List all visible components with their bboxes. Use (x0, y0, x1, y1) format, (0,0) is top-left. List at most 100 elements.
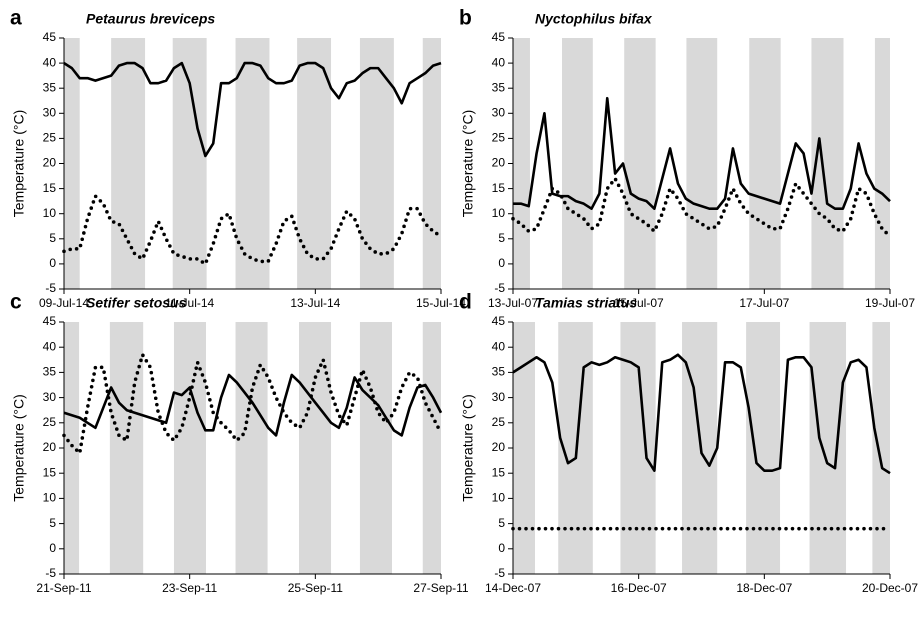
y-tick-label: 40 (43, 339, 57, 353)
x-tick-label: 23-Sep-11 (162, 581, 217, 595)
y-tick-label: 25 (492, 131, 506, 145)
night-band (749, 38, 781, 289)
night-band (111, 38, 146, 289)
y-tick-label: 45 (492, 314, 506, 328)
y-tick-label: 45 (43, 30, 57, 44)
panel: -5 0 5 10 15 20 25 30 35 40 45 21-Sep-11 23-Sep-11 25… (10, 291, 469, 596)
x-tick-label: 14-Dec-07 (485, 581, 541, 595)
y-tick-label: 5 (49, 516, 56, 530)
panel-letter: d (459, 291, 472, 314)
panel-title: Setifer setosus (86, 295, 187, 311)
y-tick-label: 35 (43, 80, 57, 94)
y-tick-label: -5 (494, 566, 505, 580)
night-band (422, 38, 441, 289)
panel-letter: a (10, 7, 22, 30)
night-band (64, 38, 80, 289)
night-band (624, 38, 656, 289)
x-tick-label: 19-Jul-07 (865, 296, 915, 310)
y-tick-label: 15 (43, 181, 57, 195)
y-tick-label: 10 (492, 491, 506, 505)
x-tick-label: 25-Sep-11 (288, 581, 343, 595)
x-tick-label: 09-Jul-14 (39, 296, 89, 310)
night-band (872, 322, 890, 574)
y-axis-label: Temperature (°C) (460, 394, 476, 502)
y-tick-label: 10 (43, 491, 57, 505)
x-tick-label: 20-Dec-07 (862, 581, 918, 595)
night-band (173, 322, 207, 574)
x-tick-label: 15-Jul-14 (416, 296, 466, 310)
y-tick-label: 40 (43, 55, 57, 69)
y-tick-label: 15 (492, 181, 506, 195)
y-tick-label: 40 (492, 55, 506, 69)
y-tick-label: 15 (492, 465, 506, 479)
panel: -5 0 5 10 15 20 25 30 35 40 45 13-Jul-07 15-Jul-07 17… (459, 7, 915, 311)
y-tick-label: 0 (49, 541, 56, 555)
ambient-line (511, 175, 892, 239)
y-tick-label: 0 (498, 256, 505, 270)
y-tick-label: 30 (492, 390, 506, 404)
night-band (359, 322, 392, 574)
y-tick-label: 20 (492, 156, 506, 170)
night-band (746, 322, 781, 574)
y-tick-label: 20 (43, 156, 57, 170)
body-line (512, 353, 891, 475)
x-tick-label: 27-Sep-11 (413, 581, 468, 595)
panel-title: Tamias striatus (535, 295, 637, 311)
x-tick-label: 13-Jul-14 (290, 296, 340, 310)
y-tick-label: 30 (43, 105, 57, 119)
y-tick-label: 20 (43, 440, 57, 454)
y-tick-label: 5 (498, 231, 505, 245)
night-band (513, 322, 535, 574)
y-axis-label: Temperature (°C) (11, 394, 27, 502)
y-tick-label: 35 (492, 80, 506, 94)
x-tick-label: 18-Dec-07 (736, 581, 792, 595)
y-axis-label: Temperature (°C) (11, 110, 27, 218)
x-tick-label: 21-Sep-11 (36, 581, 91, 595)
body-line (513, 96, 891, 210)
y-tick-label: 15 (43, 465, 57, 479)
x-tick-label: 16-Dec-07 (611, 581, 667, 595)
night-band (359, 38, 394, 289)
y-tick-label: 35 (43, 365, 57, 379)
panel-letter: b (459, 7, 472, 30)
y-tick-label: 0 (49, 256, 56, 270)
x-tick-label: 13-Jul-07 (488, 296, 538, 310)
night-band (620, 322, 656, 574)
y-tick-label: -5 (494, 281, 505, 295)
night-band (686, 38, 718, 289)
y-axis-label: Temperature (°C) (460, 110, 476, 218)
night-band (109, 322, 144, 574)
y-tick-label: -5 (45, 281, 56, 295)
y-tick-label: 30 (43, 390, 57, 404)
y-tick-label: 25 (43, 415, 57, 429)
y-tick-label: 35 (492, 365, 506, 379)
night-band (235, 38, 270, 289)
y-tick-label: 45 (43, 314, 57, 328)
y-tick-label: 25 (43, 131, 57, 145)
y-tick-label: 20 (492, 440, 506, 454)
night-band (235, 322, 268, 574)
night-band (513, 38, 530, 289)
x-tick-label: 11-Jul-14 (165, 296, 214, 310)
night-band (422, 322, 441, 574)
panel: -5 0 5 10 15 20 25 30 35 40 45 14-Dec-07 16-Dec-07 18… (459, 291, 918, 596)
x-tick-label: 17-Jul-07 (739, 296, 789, 310)
y-tick-label: 10 (492, 206, 506, 220)
y-tick-label: 40 (492, 339, 506, 353)
y-tick-label: 30 (492, 105, 506, 119)
night-band (172, 38, 207, 289)
panel: -5 0 5 10 15 20 25 30 35 40 45 09-Jul-14 11-Jul-14 13… (10, 7, 466, 311)
y-tick-label: 25 (492, 415, 506, 429)
night-band (809, 322, 847, 574)
night-band (64, 322, 80, 574)
panel-title: Petaurus breviceps (86, 11, 215, 27)
y-tick-label: 45 (492, 30, 506, 44)
night-band (298, 322, 332, 574)
night-band (874, 38, 890, 289)
body-line (63, 61, 442, 158)
y-tick-label: -5 (45, 566, 56, 580)
y-tick-label: 5 (49, 231, 56, 245)
night-band (562, 38, 593, 289)
y-tick-label: 10 (43, 206, 57, 220)
